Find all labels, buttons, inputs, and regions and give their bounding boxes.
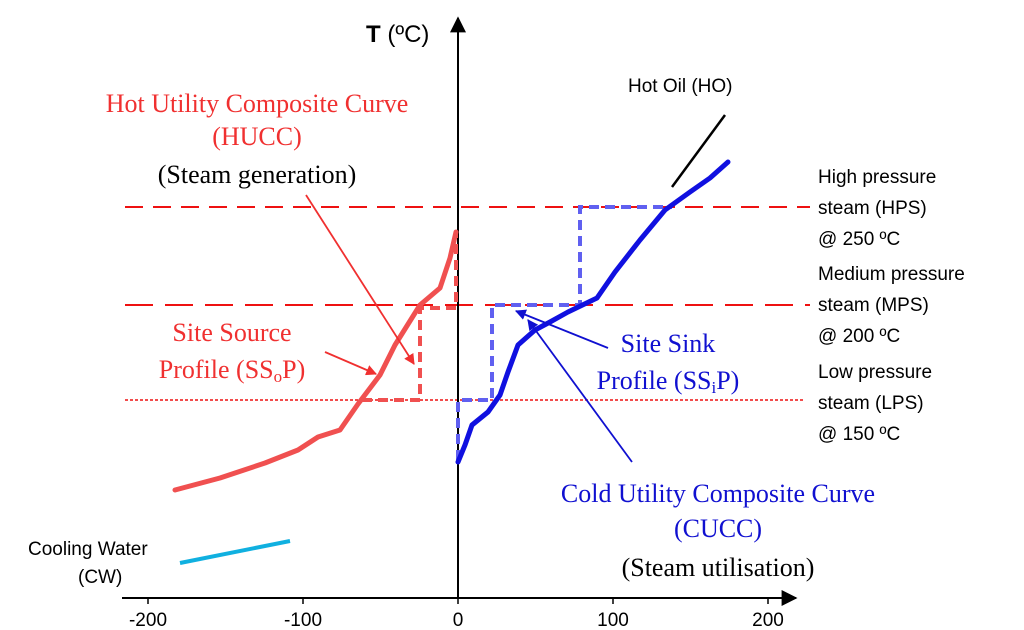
ssop-pointer-arrow: [324, 351, 377, 376]
cw-label-line2: (CW): [78, 567, 122, 588]
ssop-label-line1: Site Source: [172, 318, 291, 347]
x-tick-label: 100: [597, 610, 629, 630]
site-source-profile: [362, 232, 458, 402]
ssip-label-line1: Site Sink: [621, 329, 716, 358]
ssop-label-pre: Profile (SS: [159, 355, 274, 384]
hucc-pointer-arrow: [305, 194, 415, 365]
lps-label-line2: steam (LPS): [818, 393, 924, 414]
x-tick-label: 200: [752, 610, 784, 630]
ssip-label-post: P): [716, 366, 739, 395]
hps-label-line2: steam (HPS): [818, 198, 927, 219]
x-tick-label: 0: [453, 610, 464, 630]
lps-label-line1: Low pressure: [818, 362, 932, 383]
y-axis-symbol: T: [366, 21, 381, 48]
x-tick-label: -200: [129, 610, 167, 630]
hucc-label-line1: Hot Utility Composite Curve: [106, 89, 409, 118]
cucc-curve: [455, 159, 731, 465]
ssop-label-line2: Profile (SSoP): [159, 355, 305, 386]
hot-oil-pointer: [670, 114, 727, 188]
ssop-label-sub: o: [274, 367, 283, 386]
hucc-curve: [172, 229, 459, 493]
ssip-label-pre: Profile (SS: [597, 366, 712, 395]
cw-label-line1: Cooling Water: [28, 539, 148, 560]
hucc-label-line2: (HUCC): [212, 122, 302, 151]
hucc-label-line3: (Steam generation): [158, 160, 357, 189]
cucc-label-line2: (CUCC): [674, 514, 762, 543]
hps-label-line1: High pressure: [818, 167, 936, 188]
y-axis-label: T (ºC): [366, 21, 429, 48]
mps-label-line1: Medium pressure: [818, 264, 965, 285]
y-axis-unit: (ºC): [381, 21, 430, 48]
ssop-label-post: P): [282, 355, 305, 384]
ssip-pointer-arrow: [514, 309, 609, 349]
hps-label-line3: @ 250 ºC: [818, 229, 900, 250]
cucc-pointer-arrow: [527, 319, 633, 463]
x-tick-label: -100: [284, 610, 322, 630]
mps-label-line3: @ 200 ºC: [818, 326, 900, 347]
ssip-label-sub: i: [711, 378, 716, 397]
site-sink-profile: [456, 205, 672, 460]
mps-label-line2: steam (MPS): [818, 295, 929, 316]
cucc-label-line1: Cold Utility Composite Curve: [561, 479, 875, 508]
lps-label-line3: @ 150 ºC: [818, 424, 900, 445]
hot-oil-label: Hot Oil (HO): [628, 76, 733, 97]
ssip-label-line2: Profile (SSiP): [597, 366, 740, 397]
cucc-label-line3: (Steam utilisation): [622, 553, 815, 582]
cooling-water-line: [179, 539, 291, 565]
